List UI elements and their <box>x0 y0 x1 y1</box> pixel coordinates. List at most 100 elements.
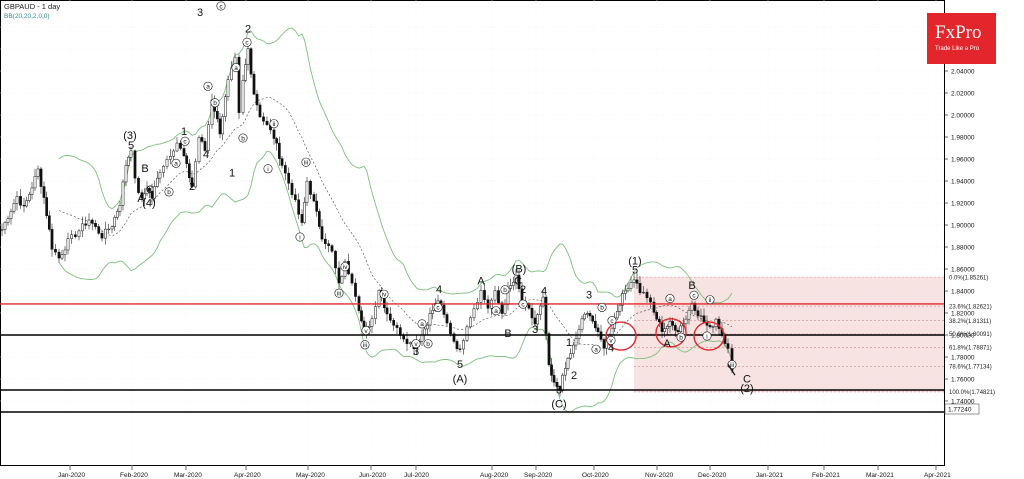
circled-label-text: c <box>436 305 440 312</box>
candle-body <box>517 274 521 289</box>
circled-label-ring <box>301 157 311 167</box>
candle-body <box>140 192 144 199</box>
wave-label: 3 <box>586 290 592 302</box>
candle-body <box>272 129 276 139</box>
candle-body <box>121 181 125 206</box>
candle-body <box>385 307 389 315</box>
y-tick-label: 1.92000 <box>951 200 975 207</box>
circled-label-text: iii <box>730 362 734 369</box>
candle-body <box>90 219 94 224</box>
highlight-circles <box>605 318 725 351</box>
candle-body <box>469 317 472 328</box>
candle-body <box>405 338 409 345</box>
candle-body <box>340 276 344 284</box>
circled-label-ring <box>665 294 675 304</box>
y-tick-label: 1.88000 <box>951 244 975 251</box>
candle-body <box>511 281 515 286</box>
candle-body <box>652 301 656 313</box>
circled-wave-label: v <box>361 325 371 335</box>
circled-label-text: a <box>174 161 178 168</box>
circled-label-text: a <box>594 347 598 354</box>
circled-label-text: b <box>213 100 217 107</box>
circled-label-ring <box>411 339 421 349</box>
y-tick-label: 2.02000 <box>951 90 975 97</box>
x-tick-label: Jan-2020 <box>58 472 85 479</box>
candle-body <box>150 191 154 199</box>
circled-label-text: iii <box>304 160 308 167</box>
wave-label: 4 <box>203 149 209 161</box>
circled-label-ring <box>203 81 213 91</box>
candle-body <box>671 321 675 326</box>
circled-label-text: i <box>267 166 268 173</box>
wave-label: C <box>743 373 751 385</box>
x-tick-label: Mar-2020 <box>174 472 202 479</box>
circled-wave-label: iv <box>379 289 389 299</box>
candle-body <box>388 313 392 321</box>
candle-body <box>22 204 26 207</box>
circled-wave-label: c <box>689 290 699 300</box>
candle-body <box>203 141 207 151</box>
candle-body <box>392 320 396 326</box>
candle-body <box>649 297 652 303</box>
circled-label-text: b <box>426 341 430 348</box>
x-tick-label: Jan-2021 <box>756 472 783 479</box>
x-tick-label: Jul-2020 <box>404 472 429 479</box>
candle-body <box>420 334 424 342</box>
candle-body <box>583 313 587 320</box>
circled-label-ring <box>334 288 344 298</box>
circled-wave-label: c <box>518 299 528 309</box>
circled-label-ring <box>491 306 501 316</box>
candle-body <box>679 325 683 332</box>
y-tick-label: 1.80000 <box>951 332 975 339</box>
circled-label-ring <box>242 37 252 47</box>
candle-body <box>374 306 377 319</box>
candle-body <box>493 290 497 301</box>
circled-label-text: v <box>414 341 418 348</box>
candle-body <box>194 161 197 188</box>
candle-body <box>155 177 159 187</box>
candle-body <box>312 194 316 202</box>
candle-body <box>47 215 51 230</box>
circled-label-ring <box>518 299 528 309</box>
candle-body <box>94 223 97 227</box>
fxpro-logo: FxPro Trade Like a Pro <box>927 13 996 64</box>
wave-labels: (3)5BCA(4)35142124A(B)C24B335(A)1325(C)4… <box>123 0 753 411</box>
x-tick-label: Nov-2020 <box>645 472 674 479</box>
circled-wave-label: b <box>597 302 607 312</box>
candle-body <box>303 202 306 223</box>
wave-label: A <box>137 193 145 205</box>
x-tick-label: Mar-2021 <box>866 472 894 479</box>
circled-label-ring <box>238 133 248 143</box>
candle-body <box>571 344 575 354</box>
circled-wave-label: a <box>203 81 213 91</box>
chart-title: GBPAUD - 1 day <box>4 2 60 11</box>
wave-label: 3 <box>532 324 538 336</box>
circled-wave-label: ii <box>705 295 715 305</box>
candle-body <box>221 116 225 135</box>
circled-label-ring <box>164 187 174 197</box>
candle-body <box>197 137 201 163</box>
candle-body <box>15 196 19 204</box>
wave-label: 5 <box>457 359 463 371</box>
candle-body <box>153 186 157 199</box>
candle-body <box>100 233 104 239</box>
circled-label-text: ii <box>273 121 276 128</box>
candle-body <box>580 318 584 330</box>
candle-body <box>226 79 230 97</box>
candle-body <box>632 279 636 283</box>
circled-wave-label: i <box>263 164 273 174</box>
circled-wave-label: c <box>180 136 190 146</box>
candle-body <box>626 288 630 292</box>
circled-wave-label: i <box>702 331 712 341</box>
y-tick-label: 1.98000 <box>951 134 975 141</box>
circled-wave-label: b <box>210 98 220 108</box>
candle-body <box>541 296 545 307</box>
circled-label-ring <box>689 290 699 300</box>
candle-body <box>476 302 479 310</box>
circled-wave-label: a <box>231 63 241 73</box>
candle-body <box>726 343 730 349</box>
wave-label: 5 <box>218 0 224 3</box>
x-tick-label: Oct-2020 <box>582 472 609 479</box>
candle-body <box>563 368 567 376</box>
circled-wave-label: iii <box>334 288 344 298</box>
